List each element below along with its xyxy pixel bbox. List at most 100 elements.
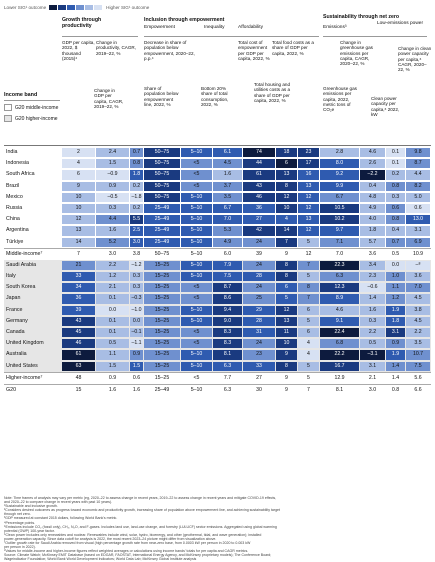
legend-swatch [49,4,58,10]
table-row: Italy 33 1.2 0.3 15–25 5–10 7.5 28 8 5 6.3 2.3 1.0 3.… [4,271,431,283]
table-cell: <5 [181,339,212,349]
table-cell: 4.8 [360,192,385,202]
table-cell: 3.1 [406,226,430,236]
row-label: Türkiye [6,238,24,245]
table-cell: 0.3 [386,192,405,202]
table-cell: –3.1 [360,350,385,360]
table-cell: 1.8 [130,170,143,180]
table-cell: 0.4 [386,226,405,236]
table-cell: –0.1 [130,328,143,338]
table-cell: 1.5 [130,361,143,371]
table-cell: 0.0 [96,305,129,315]
table-cell: 61 [243,170,275,180]
income-band-rule [4,100,60,101]
table-cell: 0.0 [130,316,143,326]
table-cell: 13 [276,316,297,326]
table-cell: 50–75 [144,192,180,202]
table-cell: 5.7 [360,237,385,247]
table-cell: 1.6 [96,226,129,236]
table-cell: 0.2 [130,203,143,214]
table-cell: 5–10 [190,250,203,257]
table-cell: <5 [181,294,212,304]
table-cell: <5 [193,374,200,381]
table-cell: 10.2 [320,215,359,225]
table-cell: 12 [276,305,297,315]
table-cell: 18 [276,148,297,158]
table-cell: 0.8 [386,215,405,225]
income-band-title: Income band [4,92,38,98]
row-label: Australia [6,351,27,358]
table-cell: 5 [298,272,319,282]
footnote-line: ⁴Percentage points. [4,520,36,525]
legend-swatch [76,4,85,10]
table-cell: 9.0 [213,316,242,326]
table-cell: 1.9 [386,305,405,315]
table-cell: 1.0 [386,272,405,282]
table-cell: 6.7 [213,203,242,214]
table-cell: 0.5 [391,250,400,257]
group-sustainability: Sustainability through net zero [323,14,400,20]
table-cell: 10.7 [406,350,430,360]
table-cell: 3.8 [132,250,141,257]
table-cell: 0.9 [96,181,129,191]
table-cell: 8.2 [406,181,430,191]
table-cell: 27 [243,215,275,225]
income-higher-key: G20 higher-income [4,115,58,122]
table-cell: 2.4 [96,148,129,158]
table-cell: 0.5 [360,339,385,349]
table-cell: 42 [243,226,275,236]
table-cell: –0.9 [96,170,129,180]
table-cell: 12 [298,203,319,214]
footnote-line: potential (GWP) 100-year factor. [4,528,55,533]
table-row: Germany 43 0.1 0.0 15–25 5–10 9.0 28 13 5 9.1 0.3 1.… [4,315,431,327]
table-cell: 8 [276,272,297,282]
table-cell: 15–25 [144,350,180,360]
table-cell: 6.3 [320,272,359,282]
table-cell: 4.6 [320,305,359,315]
table-cell: 3.1 [386,328,405,338]
table-cell: 36 [62,294,95,304]
table-cell: 23 [298,148,319,158]
footnote-line: ³GDP measured at constant 2015 dollars, … [4,516,118,521]
table-cell: 24 [243,339,275,349]
table-cell: 14 [276,226,297,236]
table-row: Argentina 13 1.6 2.5 25–49 5–10 5.3 42 14 12 9.7 1.… [4,225,431,236]
table-cell: 0.2 [386,170,405,180]
data-table: India 2 2.4 0.7 50–75 5–10 6.1 74 18 23 2.8 4.6 0.1 9… [4,147,431,396]
table-cell: 0.8 [391,386,400,393]
table-cell: 0.9 [130,350,143,360]
legend-swatches [49,4,103,10]
table-cell: 5 [307,374,310,381]
table-cell: 7.0 [406,283,430,293]
footnote-line: ¹Sustainable and inclusive growth. [4,504,58,509]
table-cell: –1.8 [130,192,143,202]
table-row: France 39 0.0 –1.0 15–25 5–10 9.4 29 12 6 4.6 1.6 1.… [4,304,431,316]
header-rule-growth [62,36,138,37]
table-cell: 0.3 [130,283,143,293]
table-cell: 3.5 [213,192,242,202]
table-cell: 7.0 [335,250,344,257]
table-cell: 11 [276,328,297,338]
table-cell: 5–10 [181,237,212,247]
table-cell: 25–49 [144,237,180,247]
table-cell: 14 [62,237,95,247]
table-cell: –⁸ [406,260,430,271]
table-cell: 9 [285,374,288,381]
table-cell: 9 [276,350,297,360]
table-cell: 9.1 [320,316,359,326]
table-cell: 1.6 [360,305,385,315]
col-total-cost-empowerment: Total cost of empowerment per GDP per ca… [238,40,270,61]
footnote-line: through net zero. [4,512,31,517]
table-cell: 8.7 [213,283,242,293]
table-cell: 5.5 [130,215,143,225]
col-gdp-per-capita: GDP per capita, 2022, $ thousand (2015)⁴ [62,40,95,61]
col-change-clean-power: Change in clean power capacity per capit… [398,46,432,73]
legend-swatch [94,4,103,10]
table-cell: 10.9 [412,250,424,257]
table-cell: 15–25 [144,361,180,371]
table-cell: 0.1 [96,328,129,338]
sub-inequality: Inequality [204,25,225,30]
table-cell: 6.9 [406,237,430,247]
income-middle-label: G20 middle-income [15,104,59,111]
table-cell: 5 [298,237,319,247]
